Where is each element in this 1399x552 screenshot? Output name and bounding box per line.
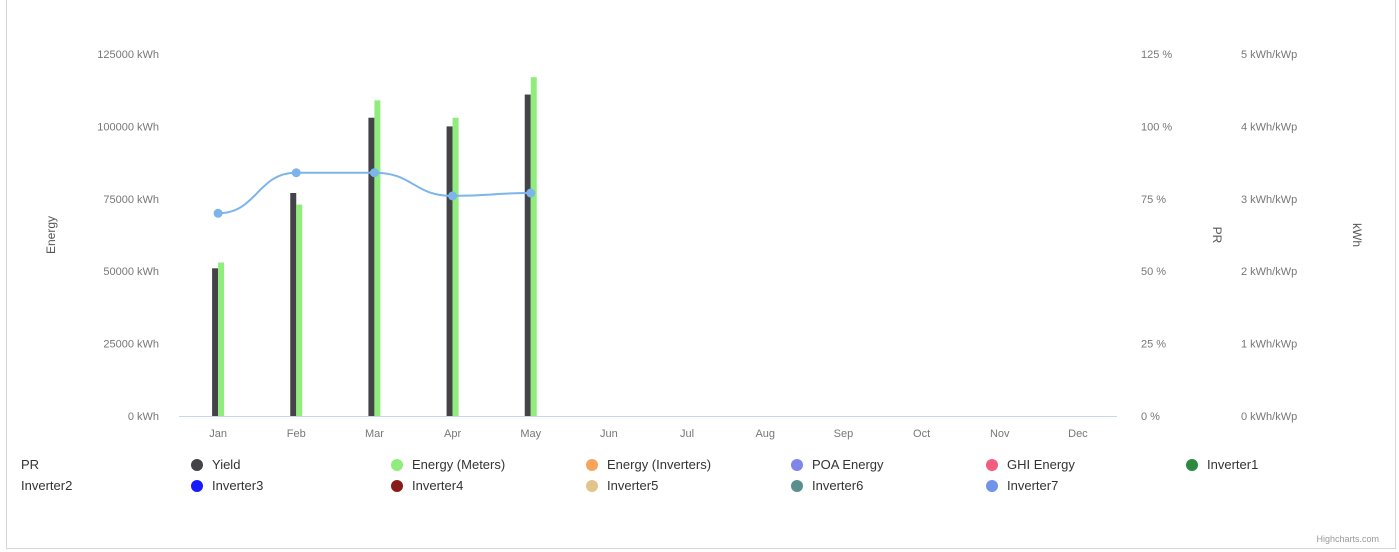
legend-label: Energy (Meters) — [412, 457, 506, 472]
pr-point — [448, 191, 458, 201]
pr-tick-label: 0 % — [1141, 411, 1160, 423]
specific-yield-tick-label: 1 kWh/kWp — [1241, 339, 1297, 351]
legend-label: Inverter1 — [1207, 457, 1259, 472]
pr-tick-label: 25 % — [1141, 339, 1166, 351]
legend-item[interactable]: POA Energy — [791, 457, 884, 472]
legend-symbol — [1186, 458, 1198, 471]
legend-label: Inverter2 — [21, 478, 73, 493]
legend-label: Inverter4 — [412, 478, 464, 493]
legend-item[interactable]: Inverter5 — [586, 478, 658, 493]
x-tick-label: Nov — [990, 428, 1010, 440]
x-tick-label: Aug — [755, 428, 775, 440]
bar-energy-meters — [296, 204, 303, 416]
specific-yield-tick-label: 5 kWh/kWp — [1241, 49, 1297, 61]
legend-symbol — [391, 458, 403, 471]
energy-tick-label: 125000 kWh — [97, 49, 159, 61]
pr-point — [526, 188, 536, 198]
legend-symbol — [191, 479, 203, 492]
energy-tick-label: 50000 kWh — [103, 266, 159, 278]
pr-tick-label: 125 % — [1141, 49, 1172, 61]
energy-tick-label: 25000 kWh — [103, 339, 159, 351]
legend-item[interactable]: Inverter2 — [21, 478, 72, 493]
bar-yield — [524, 94, 531, 416]
pr-axis-title: PR — [1210, 227, 1224, 244]
pr-tick-label: 75 % — [1141, 194, 1166, 206]
legend-symbol — [391, 479, 403, 492]
legend-item[interactable]: GHI Energy — [986, 457, 1075, 472]
x-tick-label: Feb — [287, 428, 306, 440]
legend-symbol — [791, 458, 803, 471]
legend-symbol — [986, 458, 998, 471]
x-tick-label: Dec — [1068, 428, 1088, 440]
legend-symbol — [986, 479, 998, 492]
pr-point — [291, 168, 301, 178]
legend-item[interactable]: Inverter3 — [191, 478, 263, 493]
legend-item[interactable]: Inverter4 — [391, 478, 463, 493]
x-tick-label: Jul — [680, 428, 694, 440]
x-tick-label: Apr — [444, 428, 461, 440]
specific-yield-tick-label: 3 kWh/kWp — [1241, 194, 1297, 206]
energy-axis-title: Energy — [44, 216, 58, 254]
legend-label: Inverter5 — [607, 478, 659, 493]
specific-yield-tick-label: 2 kWh/kWp — [1241, 266, 1297, 278]
legend-symbol — [791, 479, 803, 492]
x-tick-label: Jan — [209, 428, 227, 440]
chart-svg: 0 kWh 25000 kWh 50000 kWh 75000 kWh 100000 k… — [44, 49, 1364, 440]
bar-yield — [446, 126, 453, 417]
pr-tick-label: 100 % — [1141, 121, 1172, 133]
legend-item[interactable]: Energy (Inverters) — [586, 457, 711, 472]
legend-label: Energy (Inverters) — [607, 457, 712, 472]
bar-energy-meters — [452, 117, 459, 416]
legend-label: Inverter6 — [812, 478, 864, 493]
x-tick-label: Sep — [834, 428, 854, 440]
energy-tick-label: 0 kWh — [128, 411, 159, 423]
pr-point — [213, 208, 223, 218]
x-tick-label: Jun — [600, 428, 618, 440]
bar-energy-meters — [218, 262, 225, 416]
pr-tick-label: 50 % — [1141, 266, 1166, 278]
legend-item[interactable]: Inverter7 — [986, 478, 1058, 493]
legend-row: PR Yield Energy (Meters) Energy (Inverters)… — [21, 457, 1391, 475]
bar-yield — [368, 117, 375, 416]
legend-label: GHI Energy — [1007, 457, 1075, 472]
legend-label: POA Energy — [812, 457, 884, 472]
chart-container: 0 kWh 25000 kWh 50000 kWh 75000 kWh 100000 k… — [6, 0, 1396, 549]
specific-yield-tick-label: 0 kWh/kWp — [1241, 411, 1297, 423]
pr-point — [369, 168, 379, 178]
legend-item[interactable]: Yield — [191, 457, 240, 472]
bar-energy-meters — [530, 77, 537, 416]
legend-label: Yield — [212, 457, 241, 472]
energy-tick-label: 75000 kWh — [103, 194, 159, 206]
x-tick-label: May — [520, 428, 541, 440]
legend-symbol — [586, 479, 598, 492]
credits-link[interactable]: Highcharts.com — [1316, 534, 1379, 544]
legend-item[interactable]: Energy (Meters) — [391, 457, 505, 472]
legend-item[interactable]: Inverter1 — [1186, 457, 1258, 472]
bar-energy-meters — [374, 100, 381, 416]
legend-item[interactable]: PR — [21, 457, 39, 472]
legend-label: Inverter7 — [1007, 478, 1059, 493]
legend-symbol — [191, 458, 203, 471]
legend-label: PR — [21, 457, 40, 472]
legend-label: Inverter3 — [212, 478, 264, 493]
bar-yield — [212, 268, 219, 416]
x-tick-label: Mar — [365, 428, 384, 440]
x-tick-label: Oct — [913, 428, 930, 440]
bar-yield — [290, 193, 297, 416]
legend-symbol — [586, 458, 598, 471]
energy-tick-label: 100000 kWh — [97, 121, 159, 133]
specific-yield-axis-title: kWh — [1350, 223, 1364, 247]
legend-row: Inverter2 Inverter3 Inverter4 Inverter5 Inve… — [21, 478, 1391, 496]
legend-item[interactable]: Inverter6 — [791, 478, 863, 493]
specific-yield-tick-label: 4 kWh/kWp — [1241, 121, 1297, 133]
